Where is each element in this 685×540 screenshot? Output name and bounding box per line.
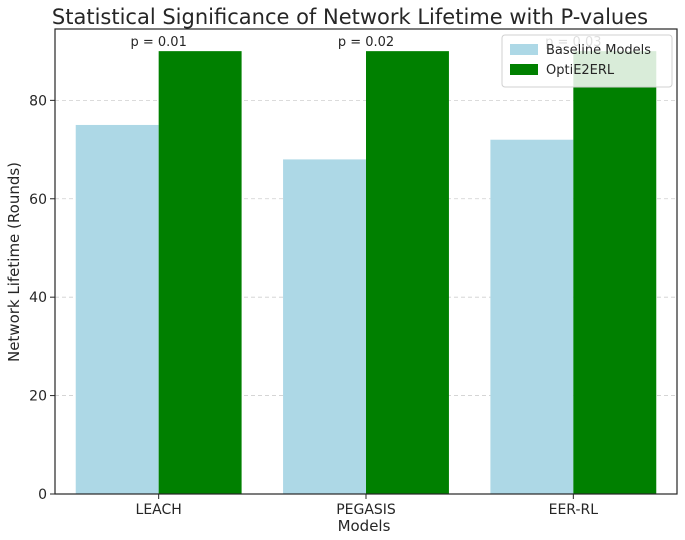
legend-label: OptiE2ERL (546, 63, 615, 78)
y-axis-label: Network Lifetime (Rounds) (5, 162, 23, 362)
x-axis-label: Models (338, 517, 391, 535)
legend-label: Baseline Models (546, 43, 651, 58)
y-tick-label: 60 (29, 192, 47, 208)
bar-optie2erl-pegasis (366, 51, 449, 495)
bars (75, 51, 657, 495)
bar-baseline-models-pegasis (283, 159, 366, 494)
plot-frame (54, 28, 678, 495)
legend-swatch (510, 44, 538, 55)
y-tick-label: 80 (29, 93, 47, 109)
x-tick-label: PEGASIS (336, 502, 396, 518)
bar-baseline-models-eer-rl (490, 139, 574, 494)
chart-title: Statistical Significance of Network Life… (52, 5, 648, 29)
y-tick-label: 0 (38, 487, 47, 503)
legend-swatch (510, 64, 538, 75)
axes: 0 20 40 60 80 LEACH PEGASIS EER-RL (29, 28, 678, 518)
x-tick-label: EER-RL (549, 502, 599, 518)
legend-box (501, 34, 673, 88)
bar-optie2erl-leach (158, 51, 242, 495)
y-tick-label: 40 (29, 290, 47, 306)
bar-optie2erl-eer-rl (573, 51, 657, 495)
p-value-label: p = 0.02 (338, 35, 394, 50)
legend: Baseline Models OptiE2ERL (501, 34, 673, 88)
x-tick-label: LEACH (136, 502, 182, 518)
y-tick-label: 20 (29, 389, 47, 405)
bar-baseline-models-leach (75, 124, 159, 494)
p-value-label: p = 0.01 (130, 35, 186, 50)
